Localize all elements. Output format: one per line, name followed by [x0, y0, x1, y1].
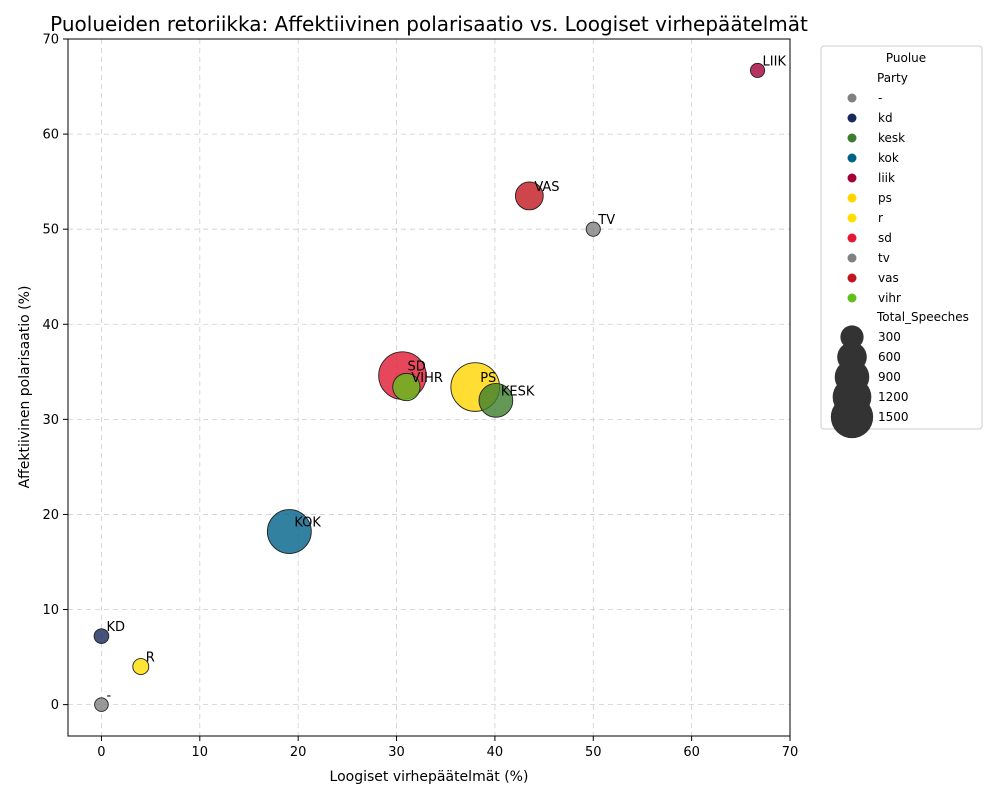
y-tick-label: 0	[51, 698, 59, 713]
y-tick-label: 30	[42, 413, 59, 428]
legend-entry: kesk	[878, 131, 905, 145]
data-point	[392, 372, 421, 402]
data-point	[749, 62, 766, 78]
legend-swatch	[847, 253, 857, 263]
x-axis-ticks: 0 10 20 30 40 50 60 70	[97, 736, 798, 760]
point-label: SD	[407, 360, 425, 375]
legend-entry: ps	[878, 191, 892, 205]
data-point	[478, 382, 514, 418]
legend-hue-title: Party	[877, 71, 908, 85]
data-point	[93, 628, 110, 644]
point-label: KD	[106, 620, 125, 635]
y-axis-label: Affektiivinen polarisaatio (%)	[17, 286, 33, 489]
data-point	[266, 509, 312, 554]
legend-swatch	[847, 113, 857, 123]
point-label: VAS	[534, 180, 559, 195]
legend-entry: -	[878, 91, 882, 105]
x-tick-label: 0	[97, 745, 105, 760]
y-tick-label: 50	[42, 223, 59, 238]
point-label: LIIK	[763, 54, 787, 69]
data-point	[585, 221, 601, 237]
legend-title: Puolue	[886, 51, 926, 65]
y-tick-label: 60	[42, 128, 59, 143]
x-tick-label: 20	[290, 745, 307, 760]
y-tick-label: 70	[42, 33, 59, 48]
chart-title: Puolueiden retoriikka: Affektiivinen pol…	[50, 12, 808, 36]
x-axis-label: Loogiset virhepäätelmät (%)	[330, 769, 529, 785]
legend-swatch	[847, 133, 857, 143]
legend-swatch	[847, 93, 857, 103]
legend-swatch	[847, 153, 857, 163]
data-point	[132, 658, 150, 676]
legend-entry: r	[878, 211, 883, 225]
legend-entry: tv	[878, 251, 890, 265]
point-label: TV	[597, 213, 615, 228]
legend-size-swatch	[830, 395, 874, 439]
legend-entry: sd	[878, 231, 892, 245]
legend: Puolue Party - kd kesk kok liik ps r sd tv vas vih…	[820, 45, 983, 439]
x-tick-label: 70	[782, 745, 799, 760]
legend-swatch	[847, 233, 857, 243]
x-tick-label: 10	[192, 745, 209, 760]
legend-entry: vas	[878, 271, 899, 285]
point-label: -	[106, 689, 111, 704]
y-tick-label: 20	[42, 508, 59, 523]
legend-size-entry: 1200	[878, 390, 909, 404]
x-tick-label: 60	[683, 745, 700, 760]
legend-swatch	[847, 293, 857, 303]
legend-swatch	[847, 273, 857, 283]
data-point	[514, 181, 544, 211]
x-tick-label: 30	[388, 745, 405, 760]
y-tick-label: 40	[42, 318, 59, 333]
y-axis-ticks: 0 10 20 30 40 50 60 70	[42, 33, 68, 713]
legend-size-title: Total_Speeches	[876, 310, 969, 324]
point-label: KESK	[501, 384, 535, 399]
point-label: R	[146, 651, 155, 666]
x-tick-label: 50	[585, 745, 602, 760]
legend-swatch	[847, 213, 857, 223]
legend-entry: vihr	[878, 291, 901, 305]
legend-size-entry: 1500	[878, 410, 909, 424]
legend-size-entry: 600	[878, 350, 901, 364]
legend-entry: kok	[878, 151, 899, 165]
data-point	[94, 697, 109, 712]
legend-size-swatch	[840, 325, 864, 349]
point-label: VIHR	[411, 371, 443, 386]
legend-swatch	[847, 193, 857, 203]
plot-frame	[67, 38, 791, 737]
x-tick-label: 40	[487, 745, 504, 760]
legend-size-entry: 300	[878, 330, 901, 344]
grid	[68, 38, 791, 736]
data-points	[93, 62, 766, 712]
legend-size-entry: 900	[878, 370, 901, 384]
legend-swatch	[847, 173, 857, 183]
point-label: KOK	[294, 516, 321, 531]
legend-entry: kd	[878, 111, 893, 125]
y-tick-label: 10	[42, 603, 59, 618]
point-label: PS	[480, 371, 496, 386]
legend-entry: liik	[878, 171, 895, 185]
